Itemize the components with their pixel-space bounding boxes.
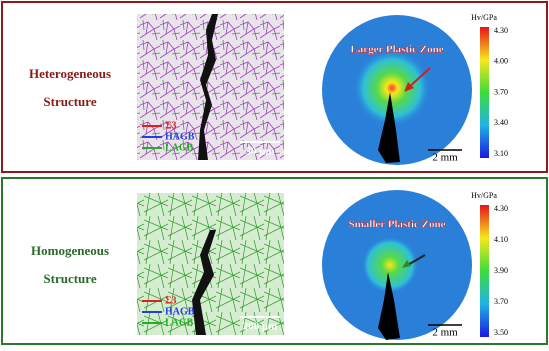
- colorbar-tick-label: 3.50: [494, 328, 508, 337]
- colorbar-tick-label: 4.00: [494, 57, 508, 66]
- colorbar-title: Hv/GPa: [471, 191, 497, 200]
- zone-label: Smaller Plastic Zone: [349, 219, 446, 231]
- legend-label: LAGB: [165, 142, 194, 153]
- scale-label: 200 μm: [243, 321, 278, 333]
- colorbar-tick-label: 4.10: [494, 235, 508, 244]
- scale-label: 50 μm: [245, 146, 274, 158]
- legend-label: Σ3: [165, 120, 177, 131]
- legend-label: LAGB: [165, 317, 194, 328]
- figure: Heterogeneous Structure Homogeneous Stru…: [0, 0, 549, 346]
- panel-label: Structure: [43, 94, 96, 109]
- colorbar: [480, 205, 489, 337]
- colorbar-tick-label: 3.10: [494, 149, 508, 158]
- scale-label: 2 mm: [432, 152, 458, 164]
- legend-label: Σ3: [165, 295, 177, 306]
- colorbar-tick-label: 3.40: [494, 118, 508, 127]
- panel-label: Heterogeneous: [29, 66, 111, 81]
- panel-label: Structure: [43, 271, 96, 286]
- scale-label: 2 mm: [432, 327, 458, 339]
- colorbar-tick-label: 3.70: [494, 87, 508, 96]
- colorbar-tick-label: 4.30: [494, 204, 508, 213]
- legend-label: HAGB: [165, 306, 195, 317]
- legend-label: HAGB: [165, 131, 195, 142]
- zone-label: Larger Plastic Zone: [350, 44, 443, 56]
- colorbar: [480, 27, 489, 158]
- colorbar-tick-label: 3.90: [494, 266, 508, 275]
- panel-label: Homogeneous: [31, 243, 109, 258]
- colorbar-tick-label: 4.30: [494, 26, 508, 35]
- colorbar-tick-label: 3.70: [494, 297, 508, 306]
- colorbar-title: Hv/GPa: [471, 13, 497, 22]
